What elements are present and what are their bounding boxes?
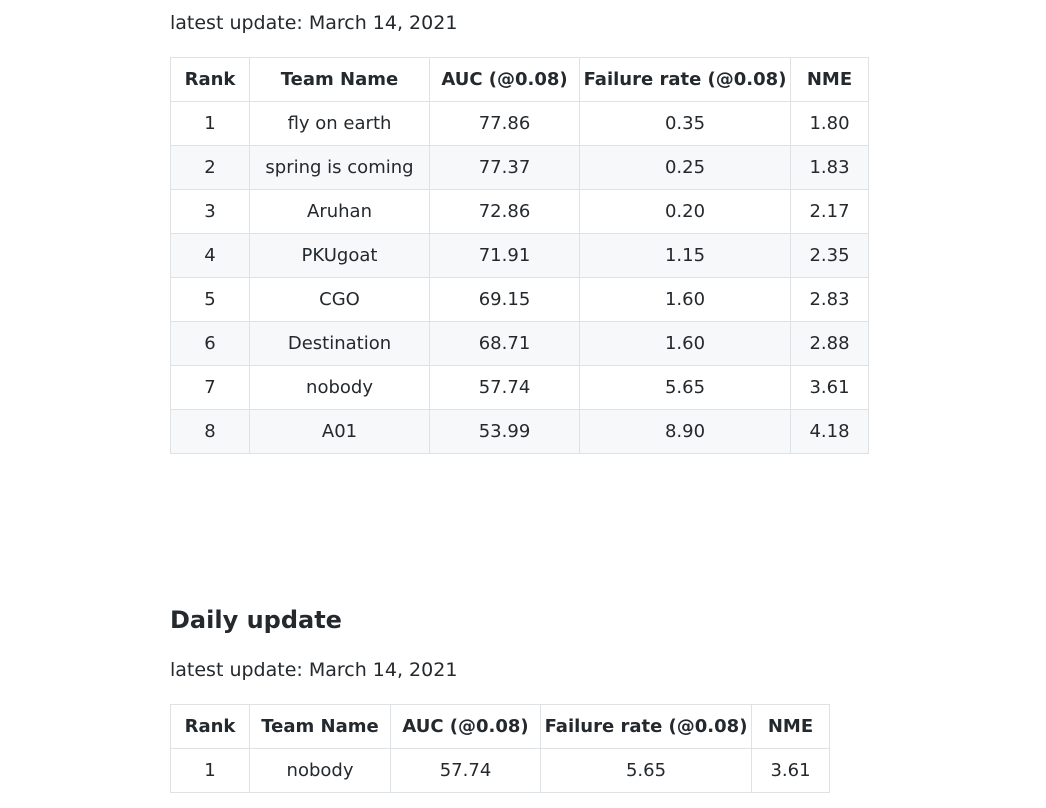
header-failure-rate: Failure rate (@0.08) [540, 704, 752, 749]
team-name-cell: A01 [249, 409, 430, 454]
nme-cell: 2.83 [790, 277, 869, 322]
header-failure-rate: Failure rate (@0.08) [579, 57, 791, 102]
rank-cell: 2 [170, 145, 250, 190]
rank-cell: 1 [170, 101, 250, 146]
auc-cell: 69.15 [429, 277, 580, 322]
header-team-name: Team Name [249, 57, 430, 102]
table-row: 1 fly on earth 77.86 0.35 1.80 [170, 101, 869, 146]
daily-update-heading: Daily update [170, 606, 342, 634]
nme-cell: 2.35 [790, 233, 869, 278]
leaderboard-table: Rank Team Name AUC (@0.08) Failure rate … [170, 57, 869, 454]
failure-rate-cell: 0.20 [579, 189, 791, 234]
failure-rate-cell: 8.90 [579, 409, 791, 454]
table-row: 3 Aruhan 72.86 0.20 2.17 [170, 189, 869, 234]
header-auc: AUC (@0.08) [429, 57, 580, 102]
table-row: 5 CGO 69.15 1.60 2.83 [170, 277, 869, 322]
nme-cell: 1.83 [790, 145, 869, 190]
table-row: 8 A01 53.99 8.90 4.18 [170, 409, 869, 454]
nme-cell: 2.17 [790, 189, 869, 234]
latest-update-text: latest update: March 14, 2021 [170, 659, 458, 681]
failure-rate-cell: 5.65 [540, 748, 752, 793]
nme-cell: 3.61 [790, 365, 869, 410]
table-header-row: Rank Team Name AUC (@0.08) Failure rate … [170, 704, 830, 749]
header-nme: NME [790, 57, 869, 102]
team-name-cell: nobody [249, 748, 391, 793]
rank-cell: 3 [170, 189, 250, 234]
header-team-name: Team Name [249, 704, 391, 749]
failure-rate-cell: 0.35 [579, 101, 791, 146]
failure-rate-cell: 0.25 [579, 145, 791, 190]
team-name-cell: Destination [249, 321, 430, 366]
auc-cell: 71.91 [429, 233, 580, 278]
header-auc: AUC (@0.08) [390, 704, 541, 749]
header-rank: Rank [170, 57, 250, 102]
rank-cell: 1 [170, 748, 250, 793]
team-name-cell: fly on earth [249, 101, 430, 146]
auc-cell: 57.74 [390, 748, 541, 793]
auc-cell: 72.86 [429, 189, 580, 234]
auc-cell: 53.99 [429, 409, 580, 454]
team-name-cell: PKUgoat [249, 233, 430, 278]
team-name-cell: nobody [249, 365, 430, 410]
team-name-cell: Aruhan [249, 189, 430, 234]
rank-cell: 5 [170, 277, 250, 322]
failure-rate-cell: 1.15 [579, 233, 791, 278]
auc-cell: 57.74 [429, 365, 580, 410]
rank-cell: 8 [170, 409, 250, 454]
table-row: 7 nobody 57.74 5.65 3.61 [170, 365, 869, 410]
nme-cell: 1.80 [790, 101, 869, 146]
team-name-cell: CGO [249, 277, 430, 322]
rank-cell: 6 [170, 321, 250, 366]
nme-cell: 4.18 [790, 409, 869, 454]
failure-rate-cell: 1.60 [579, 277, 791, 322]
rank-cell: 4 [170, 233, 250, 278]
table-header-row: Rank Team Name AUC (@0.08) Failure rate … [170, 57, 869, 102]
failure-rate-cell: 1.60 [579, 321, 791, 366]
auc-cell: 77.37 [429, 145, 580, 190]
rank-cell: 7 [170, 365, 250, 410]
table-row: 6 Destination 68.71 1.60 2.88 [170, 321, 869, 366]
table-row: 2 spring is coming 77.37 0.25 1.83 [170, 145, 869, 190]
team-name-cell: spring is coming [249, 145, 430, 190]
table-row: 1 nobody 57.74 5.65 3.61 [170, 748, 830, 793]
header-rank: Rank [170, 704, 250, 749]
auc-cell: 77.86 [429, 101, 580, 146]
table-row: 4 PKUgoat 71.91 1.15 2.35 [170, 233, 869, 278]
nme-cell: 3.61 [751, 748, 830, 793]
nme-cell: 2.88 [790, 321, 869, 366]
header-nme: NME [751, 704, 830, 749]
failure-rate-cell: 5.65 [579, 365, 791, 410]
daily-leaderboard-table: Rank Team Name AUC (@0.08) Failure rate … [170, 704, 830, 793]
auc-cell: 68.71 [429, 321, 580, 366]
latest-update-text: latest update: March 14, 2021 [170, 12, 458, 34]
